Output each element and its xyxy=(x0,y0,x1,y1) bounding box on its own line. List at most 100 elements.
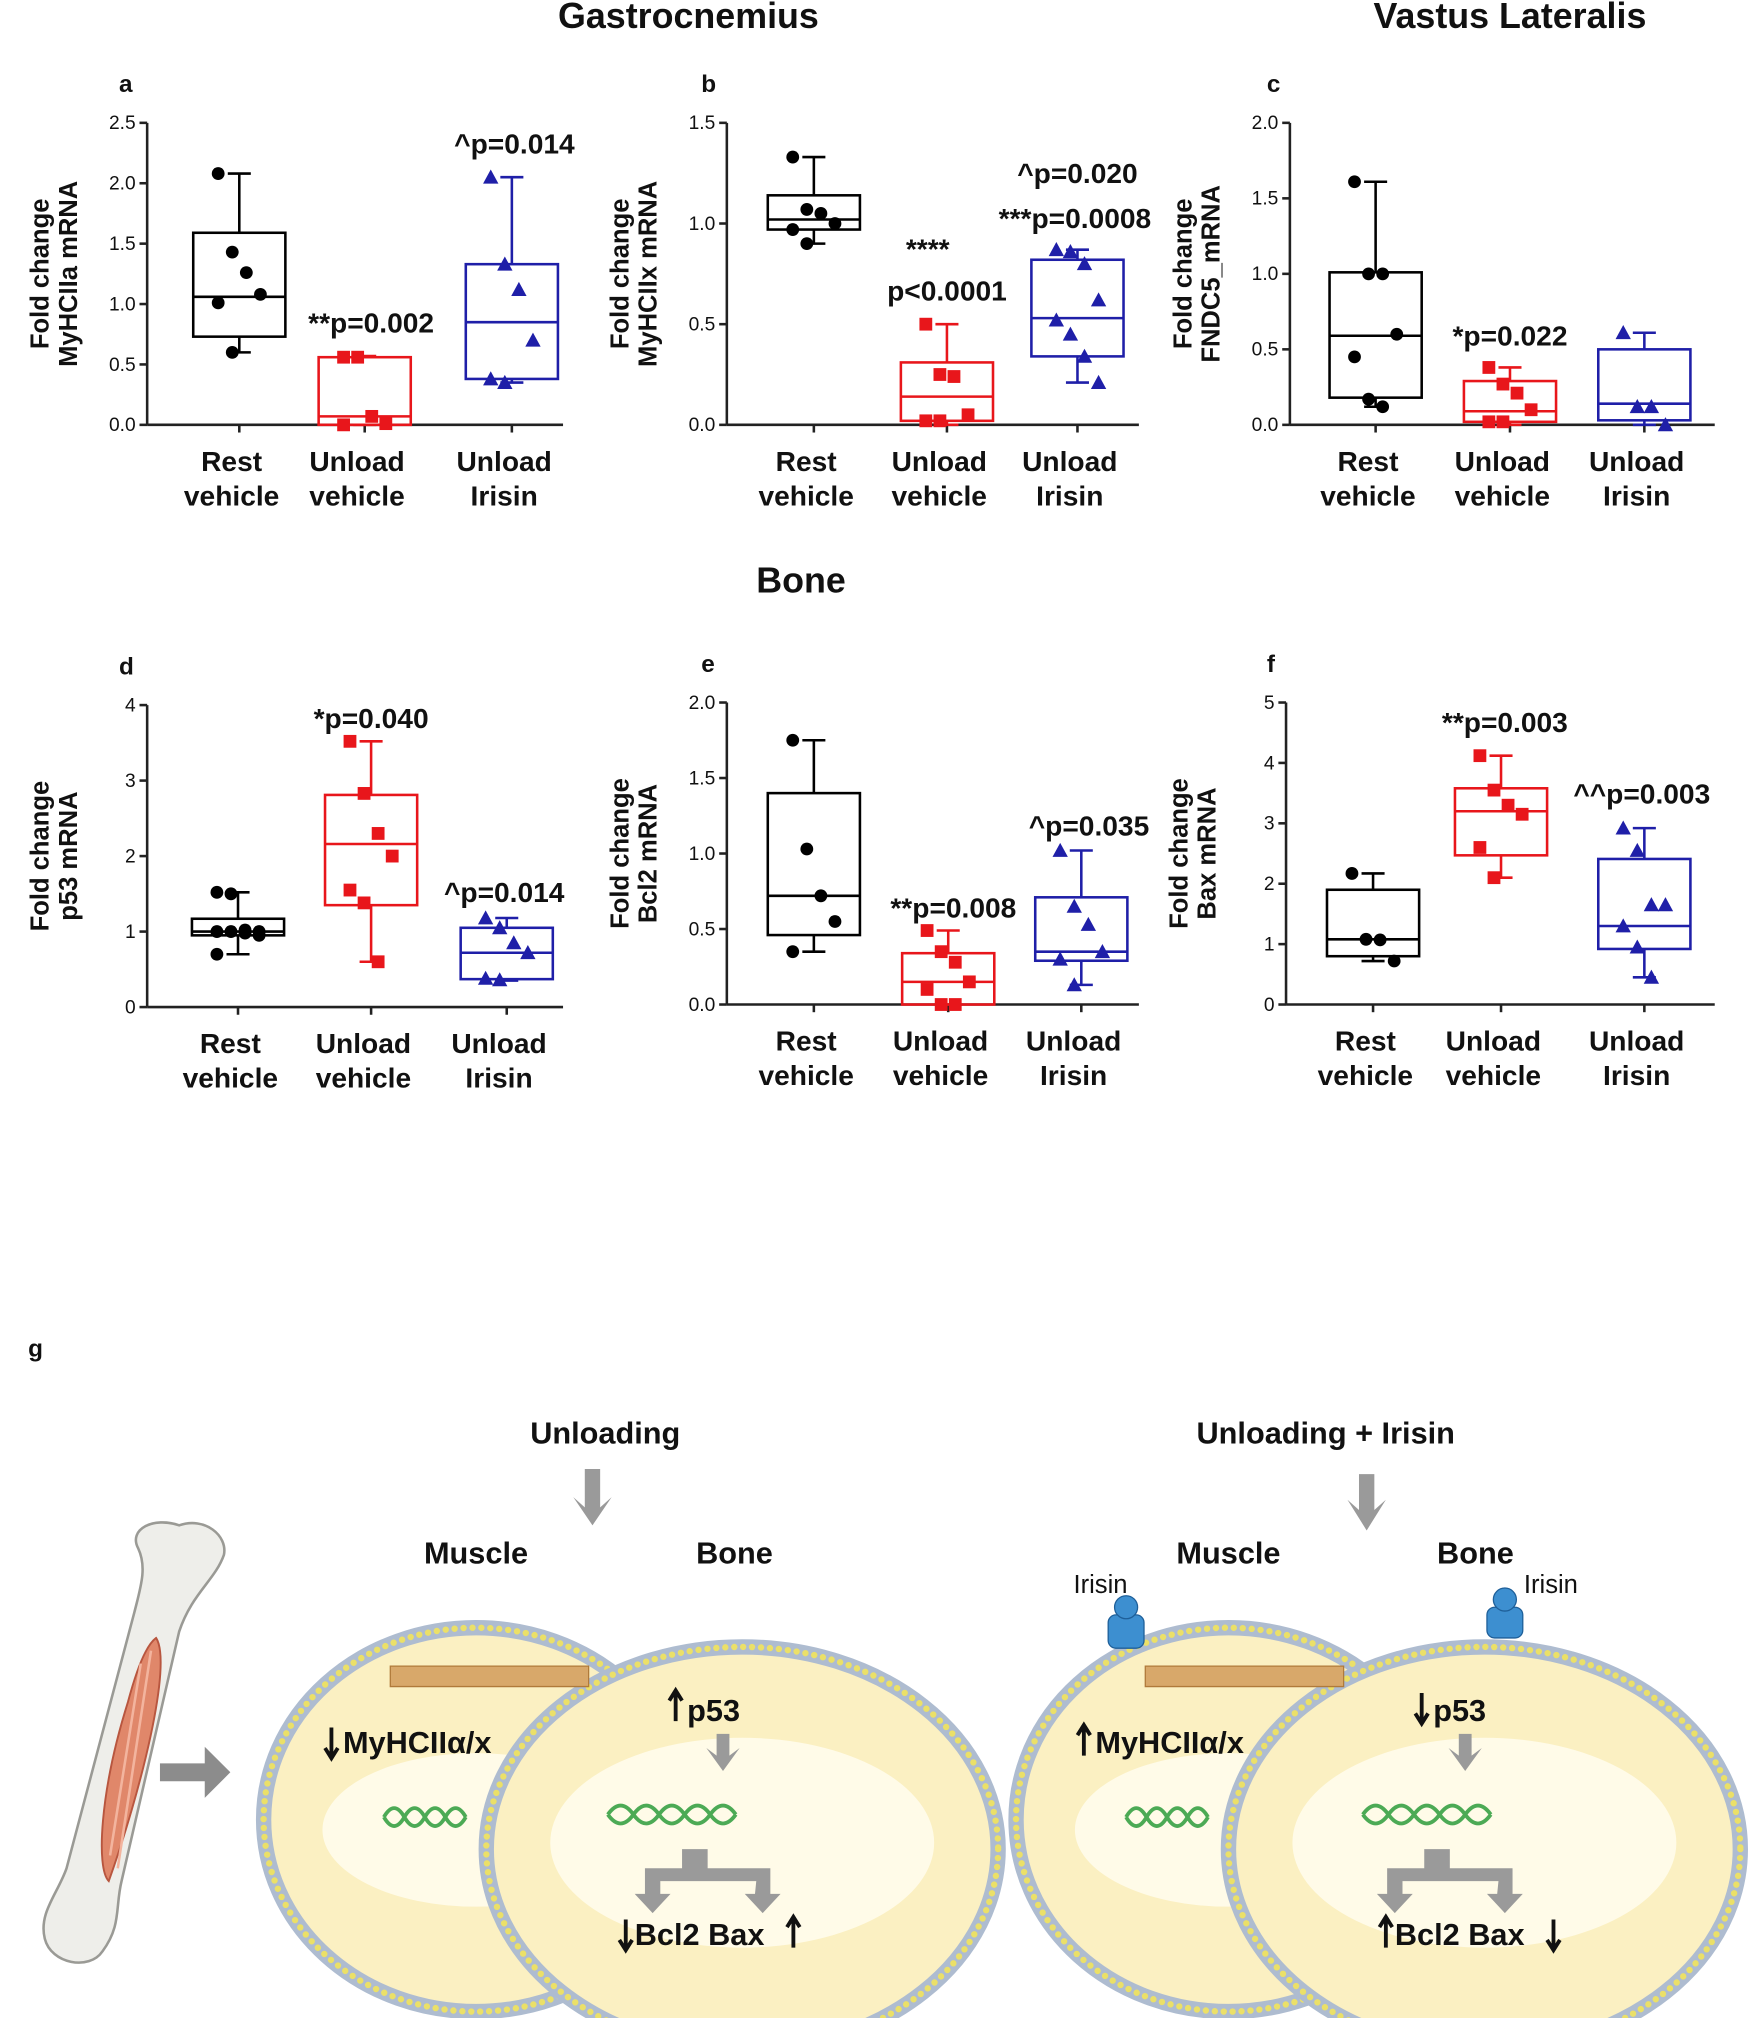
point xyxy=(483,169,499,184)
up-arrow xyxy=(785,1913,802,1948)
y-axis-label: FNDC5_mRNA xyxy=(1198,185,1226,363)
point xyxy=(800,842,814,856)
fiber-icon xyxy=(1144,1665,1345,1688)
point xyxy=(800,237,814,251)
point xyxy=(1657,897,1674,912)
y-tick-label: 1 xyxy=(125,922,136,943)
box xyxy=(1453,787,1549,857)
point xyxy=(1348,350,1361,364)
annotation: ***p=0.0008 xyxy=(999,203,1152,234)
x-tick-label: Rest xyxy=(200,1028,262,1059)
label: MyHCIIα/x xyxy=(1095,1725,1244,1760)
chart: b Fold change MyHCIIx mRNA 0.0 0.5 1.0 1.5 Rest… xyxy=(606,71,1151,511)
y-axis-label: Fold change xyxy=(606,199,634,350)
down-arrow xyxy=(1413,1692,1430,1728)
point xyxy=(1629,842,1645,857)
point xyxy=(933,368,947,381)
y-tick-label: 2.0 xyxy=(109,174,136,195)
x-tick-label: vehicle xyxy=(892,480,987,511)
point xyxy=(814,889,828,903)
y-axis-label: Fold change xyxy=(1169,199,1197,350)
point xyxy=(1524,403,1538,417)
y-tick-label: 2 xyxy=(1264,874,1275,895)
box xyxy=(191,231,287,338)
label: Irisin xyxy=(1073,1571,1127,1599)
x-tick-label: vehicle xyxy=(184,480,279,511)
point xyxy=(379,417,393,431)
label: Bcl2 Bax xyxy=(1395,1917,1525,1952)
point xyxy=(814,207,828,220)
point xyxy=(1052,842,1068,857)
x-tick-label: Unload xyxy=(1589,446,1684,477)
point xyxy=(492,972,508,987)
point xyxy=(1076,348,1093,363)
point xyxy=(1487,871,1501,885)
point xyxy=(1643,399,1660,414)
y-tick-label: 0 xyxy=(125,997,136,1018)
y-tick-label: 0.5 xyxy=(1252,340,1279,361)
chart: a Fold change MyHCIIa mRNA 0.0 0.5 1.0 1.5 2.0 2… xyxy=(27,71,575,511)
up-arrow xyxy=(1377,1913,1394,1948)
y-tick-label: 0.0 xyxy=(689,995,716,1016)
point xyxy=(351,350,365,364)
point xyxy=(511,281,527,296)
x-tick-label: vehicle xyxy=(1318,1060,1413,1091)
down-arrow xyxy=(323,1727,340,1762)
point xyxy=(1629,399,1645,414)
annotation: **p=0.002 xyxy=(308,308,434,339)
point xyxy=(961,408,975,422)
point xyxy=(365,409,379,423)
annotation: ^^p=0.003 xyxy=(1573,779,1710,810)
point xyxy=(492,920,508,935)
x-tick-label: vehicle xyxy=(316,1063,411,1094)
x-tick-label: Rest xyxy=(776,446,838,477)
x-tick-label: Unload xyxy=(456,446,551,477)
box xyxy=(1462,379,1558,424)
x-tick-label: Unload xyxy=(316,1028,411,1059)
arrow xyxy=(706,1733,740,1772)
point xyxy=(786,150,800,164)
x-tick-label: Irisin xyxy=(471,480,538,511)
x-tick-label: vehicle xyxy=(1455,480,1550,511)
y-tick-label: 2.0 xyxy=(1252,113,1279,134)
point xyxy=(210,947,224,961)
y-tick-label: 0.5 xyxy=(109,355,136,376)
y-tick-label: 0 xyxy=(1264,995,1275,1016)
label: Bcl2 Bax xyxy=(635,1917,765,1952)
point xyxy=(385,849,399,863)
down-arrow xyxy=(1545,1919,1562,1954)
point xyxy=(210,925,224,938)
annotation: *p=0.040 xyxy=(314,703,429,734)
x-tick-label: vehicle xyxy=(758,1060,853,1091)
annotation: ^p=0.020 xyxy=(1017,158,1137,189)
y-tick-label: 1.5 xyxy=(109,234,136,255)
point xyxy=(211,167,225,180)
point xyxy=(1090,292,1107,307)
x-tick-label: vehicle xyxy=(893,1060,988,1091)
arrow xyxy=(159,1746,231,1798)
up-arrow xyxy=(1075,1721,1092,1756)
y-axis-label: p53 mRNA xyxy=(55,791,83,920)
point xyxy=(1657,417,1674,432)
x-tick-label: Irisin xyxy=(1040,1060,1107,1091)
point xyxy=(337,418,350,432)
point xyxy=(786,945,800,959)
point xyxy=(1487,783,1501,797)
chart: c Fold change FNDC5_mRNA 0.0 0.5 1.0 1.5 2.0 Res… xyxy=(1169,71,1715,511)
down-arrow xyxy=(617,1919,634,1954)
branch-arrow xyxy=(634,1849,781,1914)
x-tick-label: vehicle xyxy=(1446,1060,1541,1091)
point xyxy=(1496,377,1510,391)
point xyxy=(224,887,238,901)
heading: Vastus Lateralis xyxy=(1374,0,1647,36)
x-tick-label: vehicle xyxy=(309,480,404,511)
y-tick-label: 1.0 xyxy=(109,294,136,315)
point xyxy=(1362,392,1375,406)
point xyxy=(1066,977,1082,992)
label: Muscle xyxy=(424,1536,528,1571)
annotation: *p=0.022 xyxy=(1452,321,1567,352)
point xyxy=(828,915,842,928)
box xyxy=(766,194,862,231)
fiber-icon xyxy=(389,1665,590,1688)
panel-label: d xyxy=(119,653,134,680)
